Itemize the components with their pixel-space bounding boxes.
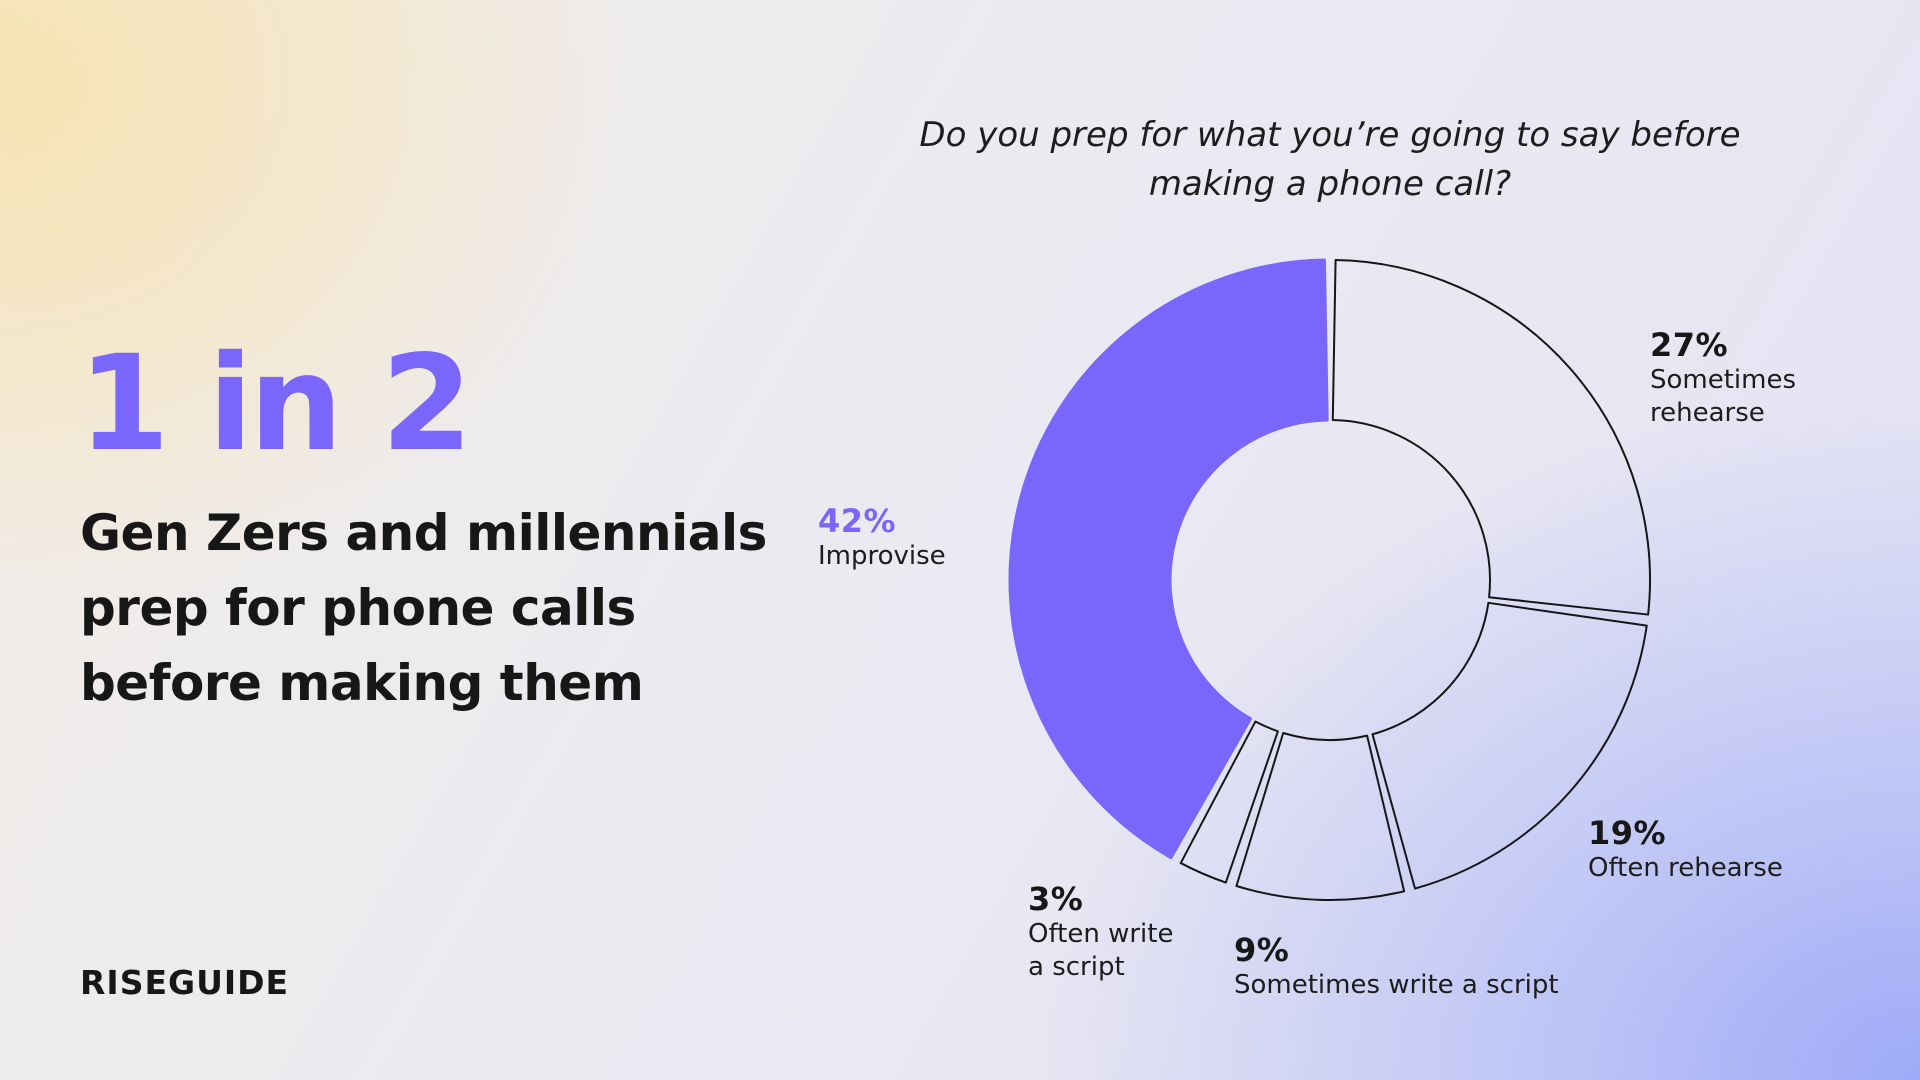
brand-logo: RISEGUIDE xyxy=(80,963,290,1002)
slice-value-often-rehearse: 19% xyxy=(1588,814,1667,852)
headline-text: Gen Zers and millennials prep for phone … xyxy=(80,504,767,712)
donut-slice-often-write-a-script xyxy=(1179,720,1279,884)
slice-label-improvise: 42% Improvise xyxy=(818,502,946,573)
slice-label-often-rehearse: 19% Often rehearse xyxy=(1588,814,1783,885)
donut-slice-improvise xyxy=(1008,258,1329,860)
slice-category-improvise: Improvise xyxy=(818,541,946,571)
slice-value-sometimes-write-a-script: 9% xyxy=(1234,931,1290,969)
slice-label-sometimes-rehearse: 27% Sometimes rehearse xyxy=(1650,326,1796,430)
slice-category-sometimes-write-a-script: Sometimes write a script xyxy=(1234,970,1559,1000)
headline-stat: 1 in 2 xyxy=(78,327,473,481)
donut-slice-often-rehearse xyxy=(1371,601,1648,890)
donut-slice-sometimes-write-a-script xyxy=(1235,732,1406,901)
chart-question: Do you prep for what you’re going to say… xyxy=(919,115,1741,204)
slice-value-improvise: 42% xyxy=(818,502,897,540)
slice-category-often-write-a-script: a script xyxy=(1028,952,1125,982)
donut-slice-sometimes-rehearse xyxy=(1331,259,1651,616)
slice-value-sometimes-rehearse: 27% xyxy=(1650,326,1729,364)
slice-category-sometimes-rehearse: rehearse xyxy=(1650,398,1765,428)
slice-label-often-write-a-script: 3% Often write a script xyxy=(1028,880,1173,984)
slice-category-often-write-a-script: Often write xyxy=(1028,919,1174,949)
slice-value-often-write-a-script: 3% xyxy=(1028,880,1084,918)
slice-category-sometimes-rehearse: Sometimes xyxy=(1650,365,1797,395)
slice-label-sometimes-write-a-script: 9% Sometimes write a script xyxy=(1234,931,1559,1002)
slice-category-often-rehearse: Often rehearse xyxy=(1588,853,1783,883)
